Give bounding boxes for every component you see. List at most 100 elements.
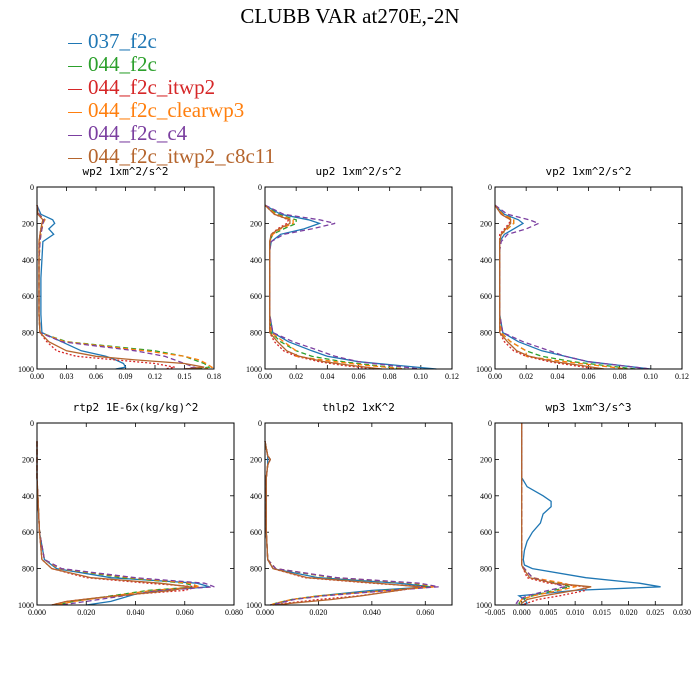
x-tick-label: 0.08 [613, 372, 627, 381]
series-line [36, 205, 214, 370]
series-line [494, 204, 651, 370]
x-tick-label: 0.06 [89, 372, 103, 381]
x-tick-label: 0.09 [119, 372, 133, 381]
series-line [494, 204, 597, 370]
x-tick-label: 0.005 [539, 608, 557, 617]
series-line [36, 205, 211, 370]
y-tick-label: 1000 [246, 601, 262, 610]
y-tick-label: 1000 [246, 365, 262, 374]
y-tick-label: 600 [22, 528, 34, 537]
x-tick-label: 0.00 [30, 372, 44, 381]
x-tick-label: 0.02 [289, 372, 303, 381]
chart-title: thlp2 1xK^2 [322, 401, 395, 414]
y-tick-label: 600 [250, 292, 262, 301]
y-tick-label: 0 [30, 183, 34, 192]
y-tick-label: 400 [22, 492, 34, 501]
x-tick-label: 0.015 [593, 608, 611, 617]
legend-item: 044_f2c_itwp2 [68, 76, 275, 99]
legend-label: 037_f2c [88, 29, 157, 53]
series-line [494, 204, 628, 370]
series-line [494, 204, 605, 370]
x-tick-label: 0.03 [60, 372, 74, 381]
series-line [36, 205, 205, 370]
legend-label: 044_f2c_clearwp3 [88, 98, 245, 122]
series-line [36, 204, 127, 370]
x-tick-label: 0.060 [176, 608, 194, 617]
x-tick-label: -0.005 [485, 608, 506, 617]
chart-panel: rtp2 1E-6x(kg/kg)^2 0.000 0.020 0.040 0.060 0… [18, 401, 243, 617]
y-tick-label: 400 [22, 256, 34, 265]
legend-swatch [68, 111, 82, 113]
x-tick-label: 0.040 [363, 608, 381, 617]
x-tick-label: 0.15 [178, 372, 192, 381]
y-tick-label: 800 [480, 565, 492, 574]
y-tick-label: 200 [250, 455, 262, 464]
x-tick-label: 0.02 [519, 372, 533, 381]
legend-item: 044_f2c_c4 [68, 122, 275, 145]
y-tick-label: 600 [22, 292, 34, 301]
chart-panel: thlp2 1xK^2 0.000 0.020 0.040 0.060 0 200 400 60… [246, 401, 453, 617]
y-tick-label: 600 [480, 528, 492, 537]
x-tick-label: 0.000 [256, 608, 274, 617]
x-tick-label: 0.08 [383, 372, 397, 381]
plot-frame [36, 422, 235, 606]
x-tick-label: 0.12 [675, 372, 689, 381]
series-line [264, 441, 439, 606]
plot-frame [264, 422, 453, 606]
x-tick-label: 0.10 [414, 372, 428, 381]
series-line [264, 441, 426, 606]
x-tick-label: 0.00 [258, 372, 272, 381]
y-tick-label: 800 [250, 565, 262, 574]
plot-frame [494, 422, 683, 606]
series-line [264, 204, 382, 370]
y-tick-label: 1000 [18, 365, 34, 374]
x-tick-label: 0.020 [620, 608, 638, 617]
x-tick-label: 0.18 [207, 372, 221, 381]
series-line [521, 423, 592, 605]
legend-item: 044_f2c_itwp2_c8c11 [68, 145, 275, 168]
series-line [36, 205, 175, 370]
y-tick-label: 1000 [476, 601, 492, 610]
x-tick-label: 0.060 [416, 608, 434, 617]
y-tick-label: 400 [480, 256, 492, 265]
x-tick-label: 0.010 [566, 608, 584, 617]
legend-label: 044_f2c_itwp2_c8c11 [88, 144, 276, 168]
x-tick-label: 0.025 [646, 608, 664, 617]
chart-title: vp2 1xm^2/s^2 [545, 165, 631, 178]
x-tick-label: 0.06 [582, 372, 596, 381]
plot-frame [264, 186, 453, 370]
legend-item: 037_f2c [68, 30, 275, 53]
series-line [36, 441, 198, 606]
chart-title: rtp2 1E-6x(kg/kg)^2 [73, 401, 199, 414]
series-line [264, 441, 421, 606]
series-line [494, 204, 651, 370]
x-tick-label: 0.080 [225, 608, 243, 617]
y-tick-label: 200 [250, 219, 262, 228]
chart-panel: vp2 1xm^2/s^2 0.00 0.02 0.04 0.06 0.08 0.10 0.1… [476, 165, 689, 381]
legend-label: 044_f2c_itwp2 [88, 75, 216, 99]
x-tick-label: 0.020 [309, 608, 327, 617]
chart-title: wp2 1xm^2/s^2 [82, 165, 168, 178]
legend-item: 044_f2c_clearwp3 [68, 99, 275, 122]
x-tick-label: 0.04 [550, 372, 564, 381]
y-tick-label: 0 [488, 183, 492, 192]
chart-panel: wp3 1xm^3/s^3 -0.005 0.000 0.005 0.010 0.015 0… [476, 401, 691, 617]
series-line [264, 204, 375, 370]
legend-label: 044_f2c [88, 52, 157, 76]
series-line [36, 205, 197, 370]
chart-title: wp3 1xm^3/s^3 [545, 401, 631, 414]
x-tick-label: 0.10 [644, 372, 658, 381]
y-tick-label: 1000 [476, 365, 492, 374]
y-tick-label: 800 [250, 329, 262, 338]
y-tick-label: 1000 [18, 601, 34, 610]
y-tick-label: 800 [22, 329, 34, 338]
y-tick-label: 200 [22, 455, 34, 464]
y-tick-label: 800 [480, 329, 492, 338]
legend-swatch [68, 42, 82, 44]
plot-frame [494, 186, 683, 370]
chart-panel: wp2 1xm^2/s^2 0.00 0.03 0.06 0.09 0.12 0.15 0.1… [18, 165, 221, 381]
series-line [36, 441, 190, 606]
y-tick-label: 0 [488, 419, 492, 428]
y-tick-label: 400 [250, 492, 262, 501]
y-tick-label: 200 [22, 219, 34, 228]
